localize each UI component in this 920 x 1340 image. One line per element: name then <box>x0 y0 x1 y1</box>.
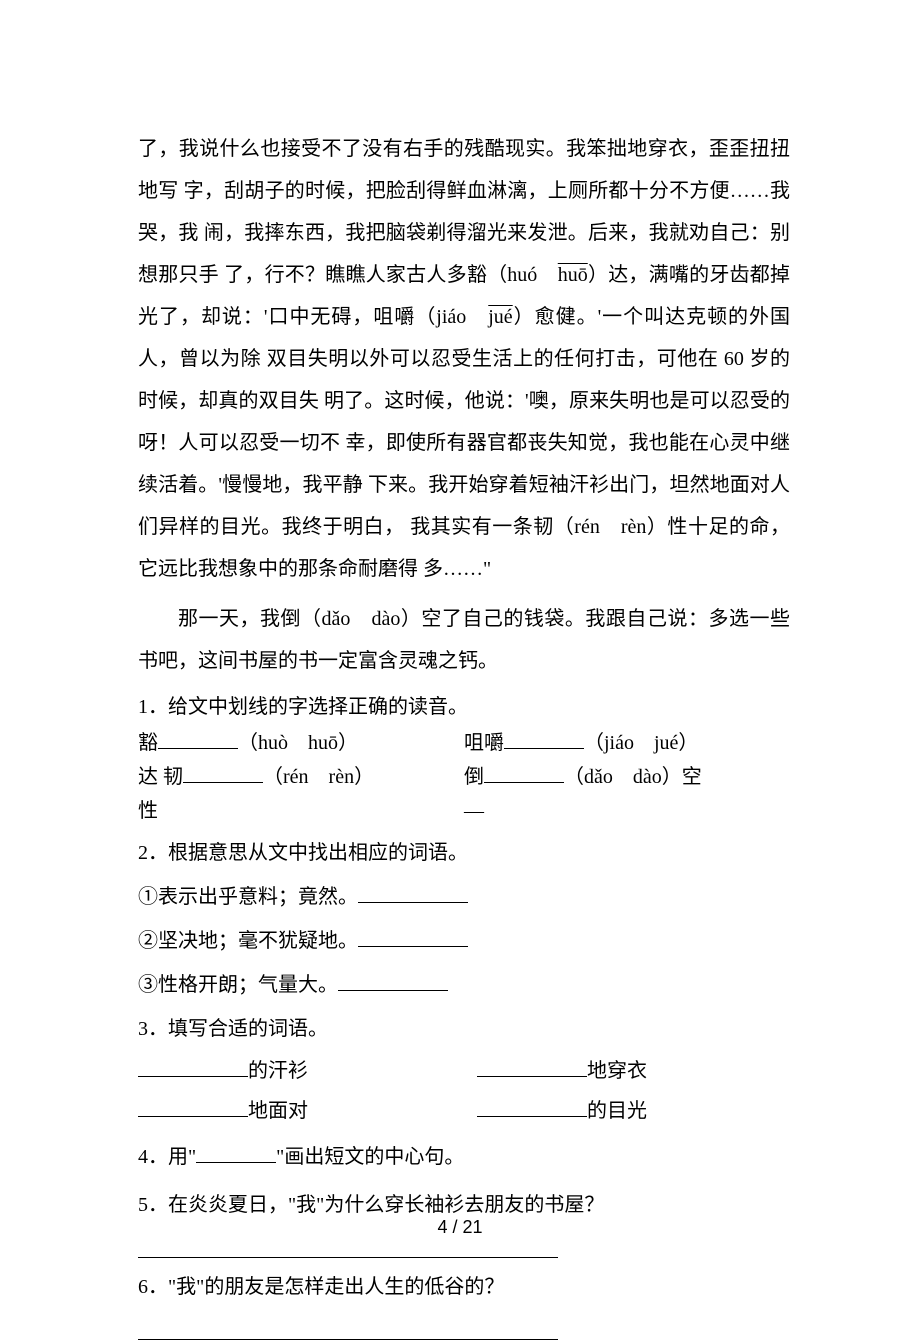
char: 豁 <box>138 732 158 754</box>
suffix: 地穿衣 <box>587 1060 647 1082</box>
char: 达 韧 <box>138 766 183 788</box>
pinyin-cell: — <box>464 794 790 828</box>
answer-blank[interactable] <box>138 1057 248 1077</box>
fill-cell: 的汗衫 <box>138 1054 477 1088</box>
pinyin-row-2: 达 韧 （rén rèn） 倒 （dǎo dào）空 <box>138 760 790 794</box>
pinyin-options: （rén rèn） <box>263 766 374 788</box>
pinyin-cell: 豁 （huò huō） <box>138 726 464 760</box>
overline-pinyin-2: jué <box>488 306 512 328</box>
answer-blank[interactable] <box>477 1097 587 1117</box>
char: 倒 <box>464 766 484 788</box>
suffix: 地面对 <box>248 1100 308 1122</box>
question-3-title: 3．填写合适的词语。 <box>138 1010 790 1048</box>
q4-text-b: "画出短文的中心句。 <box>276 1146 464 1168</box>
pinyin-options: （huò huō） <box>238 732 358 754</box>
pinyin-cell: 倒 （dǎo dào）空 <box>464 760 790 794</box>
question-4: 4．用" "画出短文的中心句。 <box>138 1138 790 1176</box>
answer-blank[interactable] <box>484 763 564 783</box>
passage-text: ）愈健。'一个叫达克顿的外国人，曾以为除 双目失明以外可以忍受生活上的任何打击，… <box>138 306 790 580</box>
answer-blank[interactable] <box>358 883 468 903</box>
item-text: ②坚决地；毫不犹疑地。 <box>138 930 358 952</box>
question-2-title: 2．根据意思从文中找出相应的词语。 <box>138 834 790 872</box>
pinyin-cell: 咀嚼 （jiáo jué） <box>464 726 790 760</box>
pinyin-options: （jiáo jué） <box>584 732 698 754</box>
answer-blank[interactable] <box>338 971 448 991</box>
answer-line[interactable] <box>138 1312 558 1340</box>
question-2-item: ③性格开朗；气量大。 <box>138 966 790 1004</box>
passage-paragraph-1: 了，我说什么也接受不了没有右手的残酷现实。我笨拙地穿衣，歪歪扭扭地写 字，刮胡子… <box>138 128 790 590</box>
item-text: ①表示出乎意料；竟然。 <box>138 886 358 908</box>
q4-text-a: 4．用" <box>138 1146 196 1168</box>
question-2-item: ①表示出乎意料；竟然。 <box>138 878 790 916</box>
pinyin-cell: 达 韧 （rén rèn） <box>138 760 464 794</box>
question-2-item: ②坚决地；毫不犹疑地。 <box>138 922 790 960</box>
suffix: 的汗衫 <box>248 1060 308 1082</box>
pinyin-row-3: 性 — <box>138 794 790 828</box>
answer-blank[interactable] <box>504 729 584 749</box>
page-footer: 4 / 21 <box>0 1217 920 1238</box>
suffix: 的目光 <box>587 1100 647 1122</box>
question-6: 6．"我"的朋友是怎样走出人生的低谷的？ <box>138 1268 790 1306</box>
answer-blank[interactable] <box>183 763 263 783</box>
passage-paragraph-2: 那一天，我倒（dǎo dào）空了自己的钱袋。我跟自己说：多选一些书吧，这间书屋… <box>138 598 790 682</box>
answer-blank[interactable] <box>158 729 238 749</box>
question-1-title: 1．给文中划线的字选择正确的读音。 <box>138 688 790 726</box>
answer-blank[interactable] <box>196 1143 276 1163</box>
item-text: ③性格开朗；气量大。 <box>138 974 338 996</box>
fill-row: 地面对 的目光 <box>138 1094 790 1128</box>
answer-blank[interactable] <box>358 927 468 947</box>
answer-blank[interactable] <box>138 1097 248 1117</box>
pinyin-cell: 性 <box>138 794 464 828</box>
answer-blank[interactable] <box>477 1057 587 1077</box>
pinyin-options: （dǎo dào）空 <box>564 766 702 788</box>
document-page: 了，我说什么也接受不了没有右手的残酷现实。我笨拙地穿衣，歪歪扭扭地写 字，刮胡子… <box>0 0 920 1340</box>
fill-cell: 地穿衣 <box>477 1054 790 1088</box>
fill-row: 的汗衫 地穿衣 <box>138 1054 790 1088</box>
char: 咀嚼 <box>464 732 504 754</box>
fill-cell: 的目光 <box>477 1094 790 1128</box>
fill-cell: 地面对 <box>138 1094 477 1128</box>
pinyin-row-1: 豁 （huò huō） 咀嚼 （jiáo jué） <box>138 726 790 760</box>
overline-pinyin-1: huō <box>558 264 588 286</box>
